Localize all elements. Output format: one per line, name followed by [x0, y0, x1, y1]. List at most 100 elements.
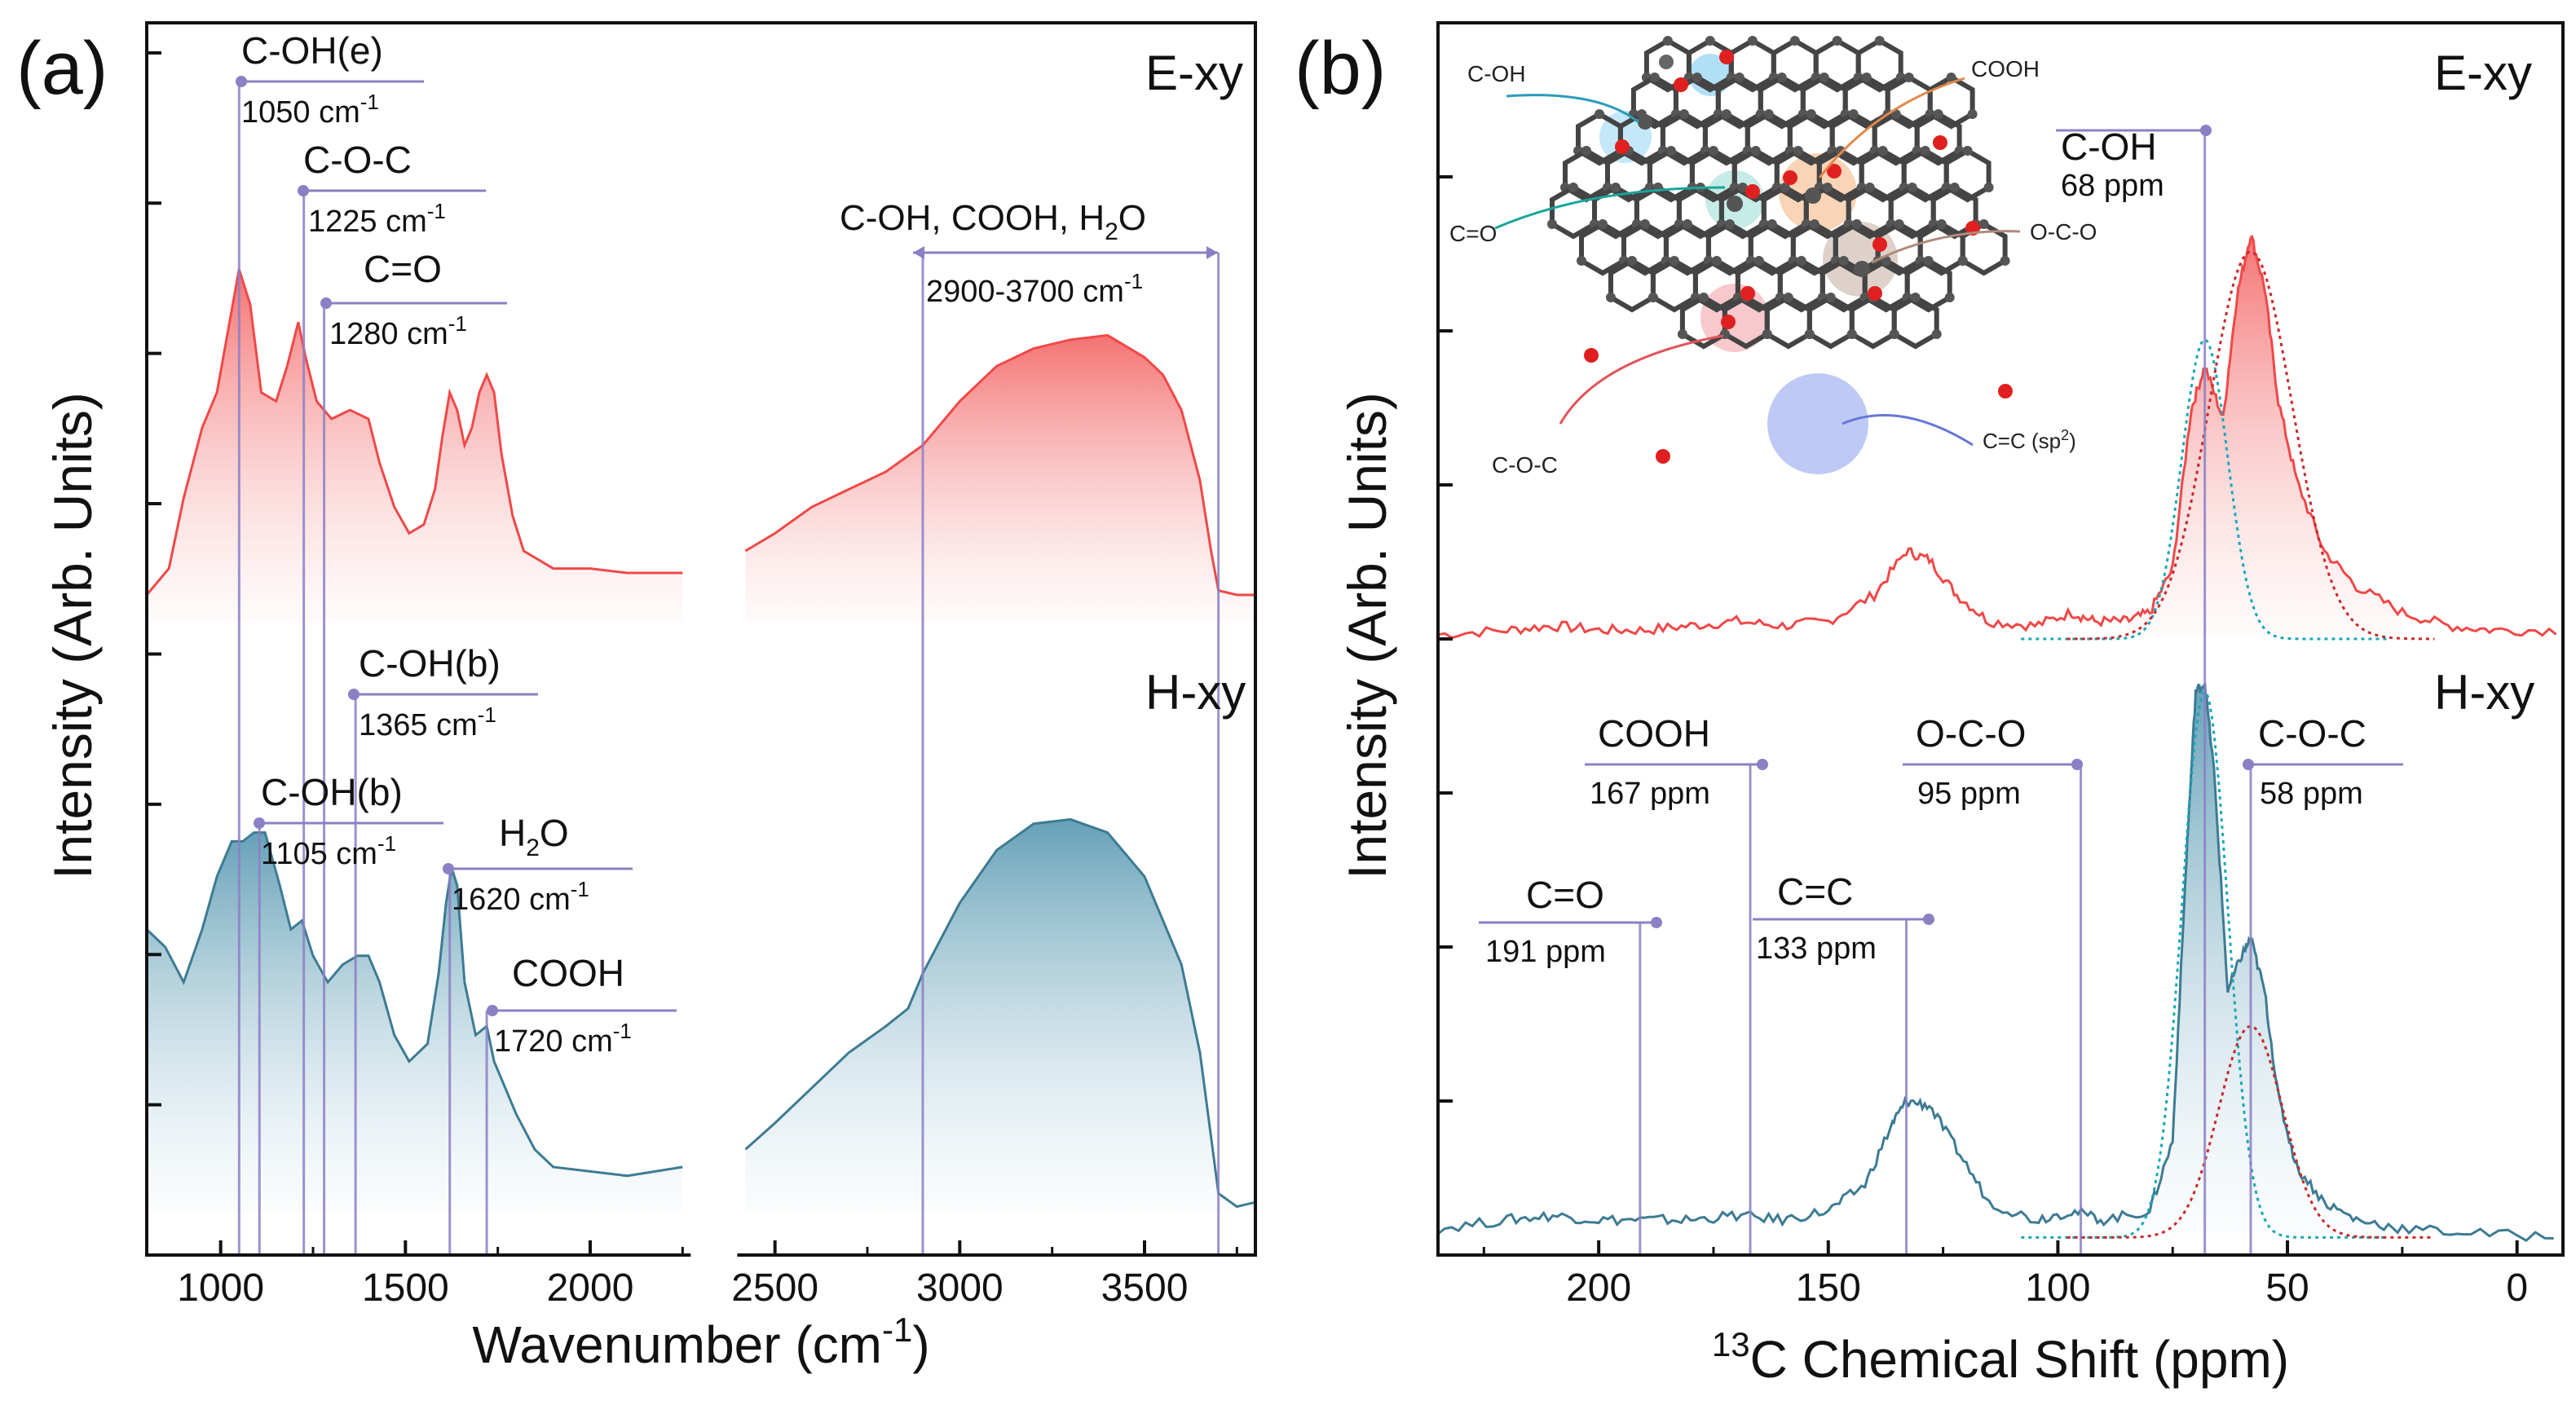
panel-b-label: (b)	[1295, 27, 1386, 110]
annotation-c-oh-b-1105: C-OH(b) 1105 cm-1	[254, 771, 443, 871]
svg-text:1225 cm-1: 1225 cm-1	[308, 199, 446, 239]
spectrum-line-h-xy-0	[145, 831, 683, 1178]
carbon-atom	[1936, 219, 1947, 229]
svg-text:133 ppm: 133 ppm	[1756, 932, 1877, 966]
panel-b-series-layer	[1437, 234, 2557, 1243]
carbon-atom	[1903, 73, 1914, 82]
carbon-atom	[1851, 219, 1862, 229]
svg-text:C-O-C: C-O-C	[303, 139, 412, 181]
svg-text:1720 cm-1: 1720 cm-1	[494, 1019, 632, 1059]
carbon-atom	[1806, 109, 1816, 119]
fit-curve-1	[2067, 250, 2435, 641]
graphene-oxide-inset: C-OH COOH C=O O-C-O C-O-C C=C (sp2)	[1449, 36, 2097, 478]
annotation-oh-range: C-OH, COOH, H2O 2900-3700 cm-1	[840, 198, 1218, 309]
annotation-c-o-c: C-O-C 1225 cm-1	[298, 139, 486, 239]
carbon-atom	[1698, 293, 1709, 302]
carbon-atom	[1789, 36, 1800, 46]
nmr-fill-e-xy	[2126, 234, 2402, 635]
svg-text:1620 cm-1: 1620 cm-1	[452, 877, 589, 917]
fit-curve-3	[2067, 1024, 2435, 1239]
svg-text:1105 cm-1: 1105 cm-1	[261, 831, 396, 871]
carbon-atom	[1665, 146, 1676, 156]
panel-b-exy-label: E-xy	[2434, 46, 2532, 100]
carbon-atom	[1967, 109, 1978, 119]
carbon-atom	[1957, 256, 1968, 266]
carbon-atom	[1763, 109, 1774, 119]
x-tick-label: 2500	[731, 1266, 818, 1310]
carbon-atom	[1750, 146, 1761, 156]
svg-text:C-O-C: C-O-C	[2258, 712, 2366, 755]
carbon-atom	[1864, 183, 1875, 192]
spectrum-line-h-xy-1	[744, 817, 1256, 1209]
carbon-atom	[1647, 293, 1658, 302]
carbon-atom	[1595, 109, 1604, 119]
svg-text:C=O: C=O	[1449, 221, 1497, 246]
carbon-atom	[2000, 256, 2010, 266]
carbon-atom	[1639, 219, 1650, 229]
panel-a-xtick-labels: 1000 1500 2000 2500 3000 3500	[177, 1266, 1188, 1310]
svg-text:C-OH, COOH, H2O: C-OH, COOH, H2O	[840, 198, 1146, 245]
svg-text:C=O: C=O	[1526, 874, 1604, 916]
carbon-atom	[1737, 183, 1748, 192]
panel-b-frame	[1436, 21, 2565, 1257]
spectrum-fill-h-xy-1	[745, 819, 1255, 1211]
svg-text:C-OH(b): C-OH(b)	[261, 771, 403, 813]
carbon-atom	[1682, 219, 1692, 229]
carbon-atom	[1949, 183, 1960, 192]
svg-text:1050 cm-1: 1050 cm-1	[241, 90, 379, 130]
carbon-atom	[1983, 183, 1994, 192]
graphene-lattice	[1547, 36, 2010, 350]
carbon-atom	[1793, 146, 1803, 156]
carbon-atom	[1907, 183, 1917, 192]
annotation-b-c-oh: C-OH 68 ppm	[2056, 125, 2212, 203]
svg-text:C=C (sp2): C=C (sp2)	[1983, 427, 2076, 453]
carbon-atom	[1568, 183, 1578, 192]
annotation-b-c-eq-o: C=O 191 ppm	[1479, 874, 1662, 969]
carbon-atom	[1780, 183, 1790, 192]
nmr-line-e-xy	[1437, 235, 2557, 640]
carbon-atom	[1719, 329, 1730, 339]
carbon-atom	[1978, 219, 1989, 229]
panel-b-xtick-labels: 200 150 100 50 0	[1566, 1266, 2528, 1310]
panel-a: (a) Intensity (Arb. Units) E-xy H-xy C-O…	[16, 21, 1257, 1374]
carbon-atom	[1747, 36, 1758, 46]
carbon-atom	[1734, 73, 1745, 82]
x-tick-label: 1000	[177, 1266, 264, 1310]
svg-text:58 ppm: 58 ppm	[2260, 777, 2363, 811]
carbon-atom	[1767, 219, 1777, 229]
carbon-atom	[1598, 219, 1608, 229]
annotation-b-c-eq-c: C=C 133 ppm	[1753, 870, 1934, 966]
carbon-atom	[1931, 329, 1942, 339]
annotation-c-oh-e: C-OH(e) 1050 cm-1	[236, 29, 424, 130]
svg-text:C-OH: C-OH	[2061, 126, 2157, 168]
carbon-atom	[1874, 36, 1885, 46]
lattice-hex	[1914, 111, 1962, 166]
svg-text:C-OH: C-OH	[1467, 61, 1526, 86]
lattice-hex	[1927, 74, 1975, 130]
panel-a-hxy-label: H-xy	[1145, 665, 1246, 720]
carbon-atom	[1662, 36, 1673, 46]
carbon-atom	[1669, 256, 1679, 266]
carbon-atom	[1804, 329, 1815, 339]
svg-text:O-C-O: O-C-O	[1916, 712, 2026, 755]
panel-b-hxy-label: H-xy	[2434, 665, 2534, 720]
carbon-atom	[1946, 73, 1956, 82]
carbon-atom	[1577, 256, 1586, 266]
annotation-b-c-o-c: C-O-C 58 ppm	[2243, 712, 2403, 811]
svg-text:2900-3700 cm-1: 2900-3700 cm-1	[926, 269, 1143, 309]
svg-text:O-C-O: O-C-O	[2030, 219, 2097, 244]
annotation-b-cooh: COOH 167 ppm	[1585, 712, 1768, 811]
panel-b-markers	[1639, 130, 2252, 1255]
carbon-atom	[1819, 73, 1829, 82]
carbon-atom	[1920, 146, 1930, 156]
carbon-atom	[1962, 146, 1973, 156]
carbon-atom	[1848, 109, 1859, 119]
carbon-atom	[1809, 219, 1820, 229]
carbon-atom	[1910, 293, 1921, 302]
svg-text:191 ppm: 191 ppm	[1485, 935, 1606, 969]
x-tick-label: 150	[1796, 1266, 1861, 1310]
carbon-atom	[1627, 256, 1637, 266]
carbon-atom	[1776, 73, 1787, 82]
svg-text:C=O: C=O	[364, 248, 442, 290]
carbon-atom	[1581, 146, 1591, 156]
